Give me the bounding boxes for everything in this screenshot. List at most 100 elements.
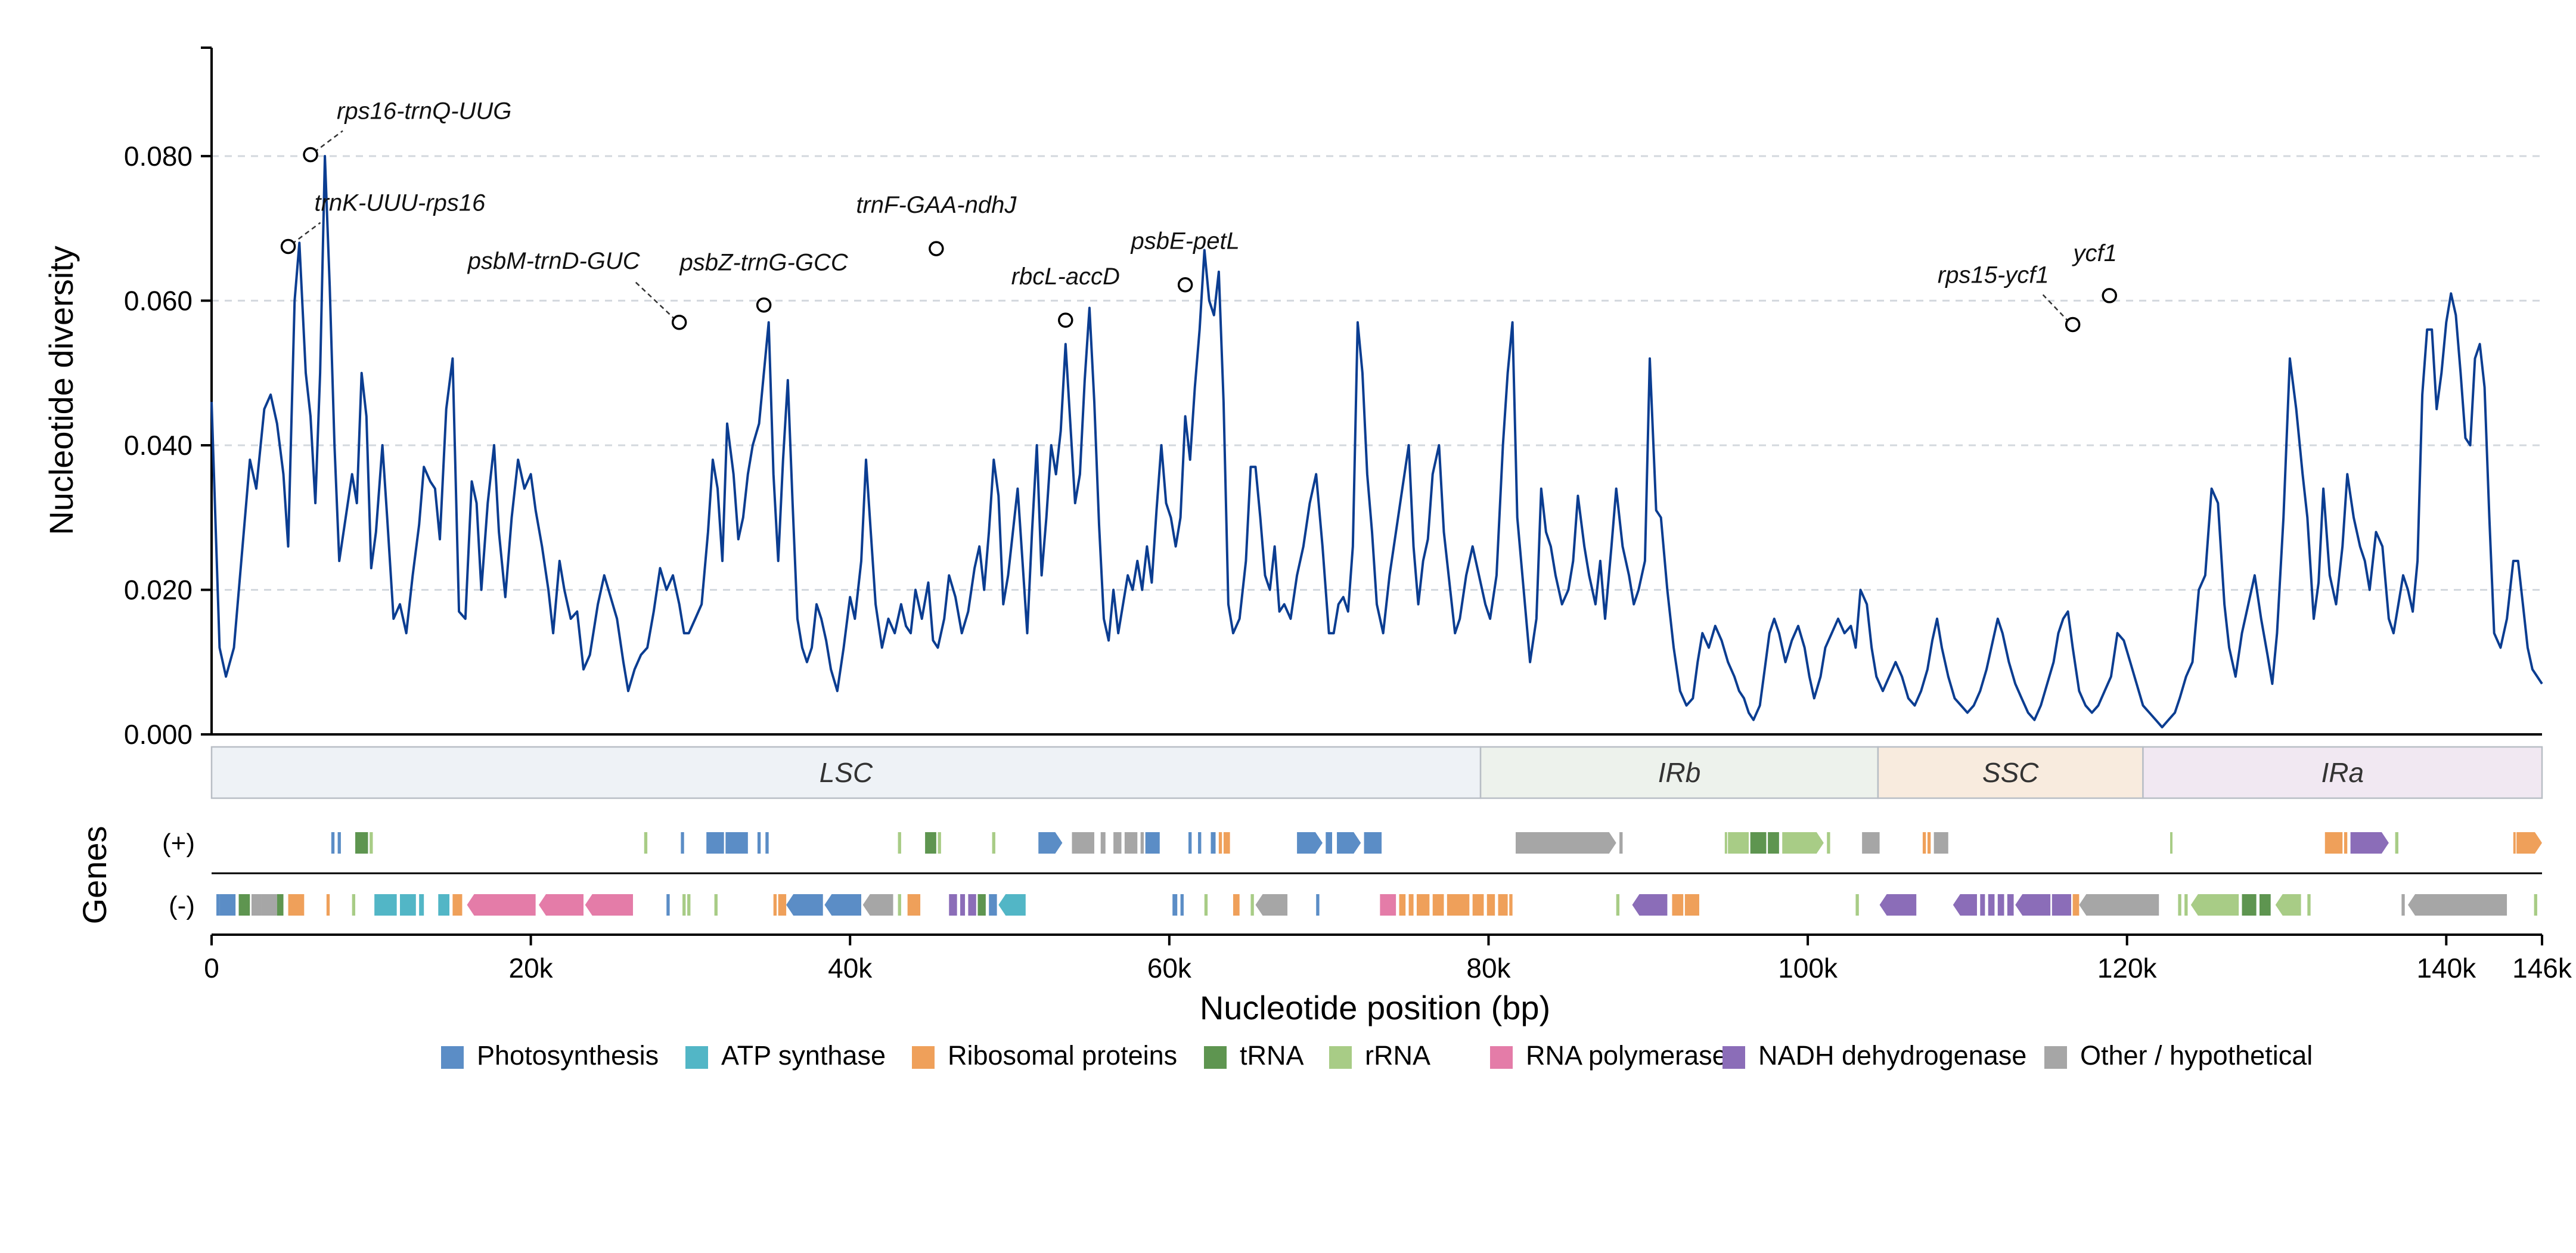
region-label-irb: IRb — [1658, 757, 1701, 788]
gene-block-minus — [1980, 894, 1985, 916]
gene-block-minus — [1879, 894, 1917, 916]
y-axis: 0.000 0.020 0.040 0.060 0.080 — [124, 46, 2542, 750]
x-tick-label: 60k — [1147, 953, 1192, 984]
region-label-ssc: SSC — [1982, 757, 2039, 788]
gene-block-minus — [585, 894, 634, 916]
gene-block-minus — [1855, 894, 1859, 916]
gene-block-plus — [2516, 832, 2542, 854]
peak-label-trnK-UUU-rps16: trnK-UUU-rps16 — [315, 190, 486, 216]
gene-block-plus — [1927, 832, 1931, 854]
gene-category-legend: Photosynthesis ATP synthase Ribosomal prot… — [441, 1040, 2313, 1071]
gene-block-plus — [2344, 832, 2348, 854]
gene-block-plus — [1768, 832, 1779, 854]
gene-block-minus — [773, 894, 777, 916]
y-tick-label: 0.060 — [124, 285, 193, 316]
gene-block-minus — [977, 894, 986, 916]
gene-block-plus — [1364, 832, 1382, 854]
gene-block-minus — [2190, 894, 2239, 916]
peak-leader-line — [291, 222, 321, 245]
gene-block-minus — [2242, 894, 2257, 916]
y-tick-label: 0.000 — [124, 719, 193, 750]
gene-block-minus — [1204, 894, 1208, 916]
gene-block-minus — [687, 894, 691, 916]
region-irb — [1479, 746, 1879, 799]
gene-block-minus — [949, 894, 957, 916]
x-tick-label: 40k — [828, 953, 873, 984]
gene-block-plus — [757, 832, 761, 854]
gene-block-plus — [681, 832, 684, 854]
gene-block-plus — [1922, 832, 1926, 854]
gene-block-plus — [1326, 832, 1333, 854]
gene-block-plus — [938, 832, 941, 854]
gene-block-minus — [2307, 894, 2311, 916]
gene-block-minus — [1316, 894, 1320, 916]
plus-strand-label: (+) — [162, 829, 195, 858]
gene-block-minus — [2401, 894, 2405, 916]
gene-block-plus — [1297, 832, 1323, 854]
gene-block-minus — [1380, 894, 1396, 916]
gene-block-minus — [1988, 894, 1995, 916]
gene-block-plus — [1218, 832, 1222, 854]
gene-block-minus — [786, 894, 823, 916]
gene-block-plus — [2395, 832, 2398, 854]
gene-block-minus — [1672, 894, 1684, 916]
peak-label-psbE-petL: psbE-petL — [1130, 228, 1239, 255]
gene-block-minus — [374, 894, 397, 916]
gene-block-minus — [1233, 894, 1240, 916]
gene-block-plus — [1223, 832, 1230, 854]
region-label-ira: IRa — [2321, 757, 2364, 788]
gene-block-plus — [331, 832, 335, 854]
gene-block-plus — [1188, 832, 1192, 854]
gene-block-plus — [1100, 832, 1106, 854]
region-lsc — [210, 746, 1482, 799]
peak-marker — [280, 238, 296, 255]
gene-block-plus — [2350, 832, 2389, 854]
gene-block-minus — [219, 894, 236, 916]
gene-block-minus — [1250, 894, 1254, 916]
legend-swatch-other — [2044, 1046, 2067, 1069]
y-tick-label: 0.080 — [124, 141, 193, 172]
gene-block-plus — [337, 832, 341, 854]
peak-marker — [303, 147, 318, 163]
x-tick-label: 100k — [1778, 953, 1838, 984]
gene-block-minus — [666, 894, 670, 916]
gene-block-minus — [1509, 894, 1513, 916]
gene-block-minus — [539, 894, 584, 916]
legend-swatch-photo — [441, 1046, 464, 1069]
peak-label-rps16-trnQ-UUG: rps16-trnQ-UUG — [337, 98, 511, 124]
peak-label-trnF-GAA-ndhJ: trnF-GAA-ndhJ — [856, 192, 1017, 218]
gene-block-minus — [216, 894, 220, 916]
gene-block-plus — [1782, 832, 1824, 854]
gene-block-plus — [644, 832, 648, 854]
gene-block-minus — [238, 894, 250, 916]
x-tick-label: 80k — [1466, 953, 1511, 984]
y-axis-title: Nucleotide diversity — [42, 246, 80, 535]
legend-swatch-rrna — [1329, 1046, 1352, 1069]
gene-block-plus — [1072, 832, 1094, 854]
gene-block-minus — [989, 894, 997, 916]
gene-block-plus — [1145, 832, 1160, 854]
peak-leader-line — [2042, 294, 2070, 323]
gene-block-minus — [1172, 894, 1178, 916]
minus-strand-label: (-) — [169, 891, 195, 920]
gene-tracks — [212, 832, 2542, 936]
gene-block-minus — [2184, 894, 2188, 916]
region-ira — [2142, 746, 2543, 799]
gene-block-minus — [438, 894, 450, 916]
peak-marker — [2065, 317, 2081, 333]
peak-marker — [1058, 312, 1073, 328]
legend-swatch-trna — [1204, 1046, 1227, 1069]
peak-marker — [671, 315, 687, 330]
gene-block-minus — [1684, 894, 1699, 916]
gene-block-minus — [452, 894, 463, 916]
y-tick-label: 0.020 — [124, 574, 193, 605]
y-gridlines — [212, 155, 2542, 591]
peak-leader-line — [314, 130, 343, 153]
gene-block-minus — [1632, 894, 1668, 916]
x-axis-title: Nucleotide position (bp) — [1200, 989, 1550, 1026]
diversity-line — [210, 154, 2543, 728]
y-tick-label: 0.040 — [124, 430, 193, 461]
gene-block-minus — [2079, 894, 2159, 916]
gene-block-minus — [352, 894, 356, 916]
